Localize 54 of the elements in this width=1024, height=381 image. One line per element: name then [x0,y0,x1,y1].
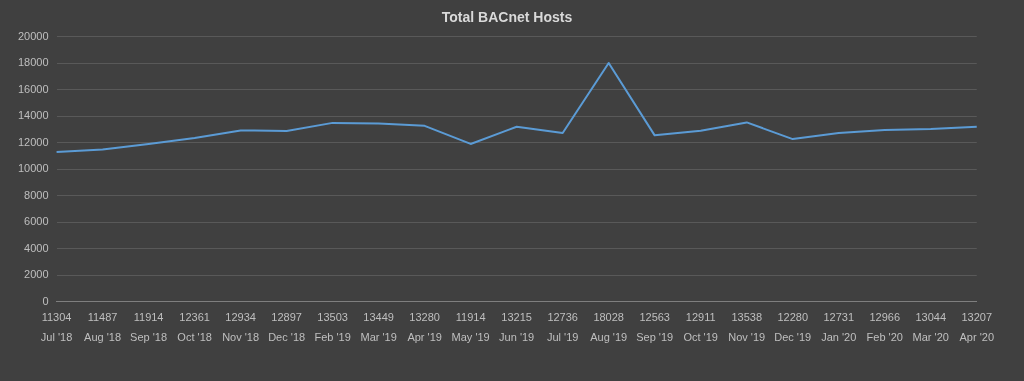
x-tick-label: Nov '18 [222,331,260,344]
y-tick-label: 10000 [17,162,49,175]
x-tick-label: Apr '20 [959,331,994,344]
x-tick-label: Apr '19 [407,331,442,344]
data-label: 12897 [271,310,302,323]
y-tick-label: 0 [42,294,49,307]
x-tick-label: Jul '19 [546,331,579,344]
data-label: 12934 [225,310,256,323]
data-label: 12280 [777,310,809,323]
y-tick-label: 8000 [24,188,49,201]
x-tick-label: Jan '20 [821,331,857,344]
y-tick-label: 4000 [24,241,49,254]
data-label: 12731 [823,310,855,323]
x-tick-label: Jul '18 [40,331,73,344]
x-tick-label: Aug '18 [84,331,122,344]
data-label: 11487 [87,310,118,323]
x-tick-label: Dec '18 [268,331,306,344]
x-tick-label: Jun '19 [499,331,535,344]
data-label: 13449 [363,310,394,323]
x-tick-label: Mar '19 [360,331,397,344]
y-tick-label: 16000 [17,82,49,95]
x-tick-label: Sep '19 [636,331,674,344]
data-label: 13503 [317,310,348,323]
y-tick-label: 2000 [24,268,49,281]
y-tick-label: 14000 [17,109,49,122]
data-label: 11914 [455,310,486,323]
x-tick-label: Feb '20 [866,331,903,344]
data-label: 13207 [961,310,993,323]
y-tick-label: 20000 [17,29,49,42]
x-tick-label: May '19 [451,331,490,344]
data-label: 11304 [41,310,72,323]
x-tick-label: Nov '19 [728,331,766,344]
x-tick-label: Oct '18 [177,331,212,344]
x-tick-label: Feb '19 [314,331,351,344]
chart-title: Total BACnet Hosts [441,9,573,26]
data-label: 18028 [593,310,624,323]
x-tick-label: Dec '19 [774,331,812,344]
data-label: 12966 [869,310,901,323]
y-tick-label: 12000 [17,135,49,148]
data-label: 11914 [133,310,164,323]
data-label: 12736 [547,310,578,323]
data-label: 13280 [409,310,440,323]
x-tick-label: Oct '19 [683,331,718,344]
data-label: 13044 [915,310,947,323]
data-label: 12361 [179,310,210,323]
y-tick-label: 18000 [17,56,49,69]
x-tick-label: Aug '19 [590,331,628,344]
data-label: 12911 [685,310,716,323]
data-label: 13538 [731,310,762,323]
data-label: 12563 [639,310,670,323]
y-tick-label: 6000 [24,215,49,228]
x-tick-label: Sep '18 [130,331,168,344]
data-label: 13215 [501,310,532,323]
x-tick-label: Mar '20 [912,331,949,344]
